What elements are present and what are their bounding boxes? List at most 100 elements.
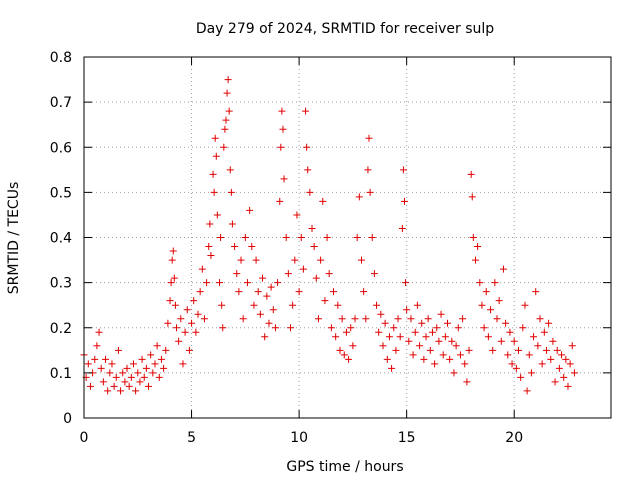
data-point	[239, 315, 247, 323]
data-point	[340, 351, 348, 359]
data-point	[166, 297, 174, 305]
data-point	[446, 355, 454, 363]
data-point	[510, 337, 518, 345]
data-point	[172, 324, 180, 332]
data-point	[418, 319, 426, 327]
data-point	[422, 333, 430, 341]
data-point	[360, 288, 368, 296]
y-tick-label: 0.6	[50, 140, 72, 156]
data-point	[319, 197, 327, 205]
data-point	[407, 315, 415, 323]
data-point	[396, 333, 404, 341]
data-point	[228, 220, 236, 228]
data-point	[411, 328, 419, 336]
data-point	[303, 143, 311, 151]
data-point	[527, 369, 535, 377]
data-point	[413, 301, 421, 309]
data-point	[377, 310, 385, 318]
data-point	[246, 206, 254, 214]
data-point	[375, 328, 383, 336]
data-point	[444, 319, 452, 327]
data-point	[134, 369, 142, 377]
data-point	[181, 328, 189, 336]
data-point	[274, 279, 282, 287]
data-point	[564, 382, 572, 390]
data-point	[405, 337, 413, 345]
data-point	[392, 346, 400, 354]
data-point	[471, 256, 479, 264]
data-point	[325, 270, 333, 278]
data-point	[284, 270, 292, 278]
data-point	[336, 346, 344, 354]
data-point	[379, 342, 387, 350]
data-point	[519, 324, 527, 332]
data-point	[362, 315, 370, 323]
data-point	[220, 143, 228, 151]
data-point	[200, 315, 208, 323]
data-point	[467, 170, 475, 178]
data-point	[121, 378, 129, 386]
data-point	[373, 301, 381, 309]
x-axis-label: GPS time / hours	[286, 459, 403, 475]
data-point	[433, 324, 441, 332]
data-point	[114, 346, 122, 354]
data-point	[441, 333, 449, 341]
data-point	[517, 373, 525, 381]
data-point	[401, 197, 409, 205]
data-point	[279, 125, 287, 133]
data-point	[330, 288, 338, 296]
data-point	[385, 333, 393, 341]
data-point	[219, 324, 227, 332]
data-point	[119, 369, 127, 377]
data-point	[463, 378, 471, 386]
data-point	[530, 333, 538, 341]
data-point	[345, 355, 353, 363]
data-point	[248, 243, 256, 251]
data-point	[286, 324, 294, 332]
data-point	[459, 315, 467, 323]
data-point	[568, 342, 576, 350]
data-point	[468, 193, 476, 201]
data-point	[465, 346, 473, 354]
data-points	[80, 76, 578, 395]
data-point	[540, 328, 548, 336]
data-point	[394, 315, 402, 323]
data-point	[560, 373, 568, 381]
y-tick-label: 0.8	[50, 50, 72, 66]
data-point	[198, 265, 206, 273]
data-point	[476, 279, 484, 287]
data-point	[132, 387, 140, 395]
x-tick-label: 15	[398, 430, 416, 446]
data-point	[299, 265, 307, 273]
data-point	[233, 270, 241, 278]
data-point	[169, 247, 177, 255]
data-point	[308, 224, 316, 232]
data-point	[278, 107, 286, 115]
data-point	[338, 315, 346, 323]
data-point	[368, 234, 376, 241]
data-point	[112, 373, 120, 381]
data-point	[280, 175, 288, 183]
data-point	[160, 364, 168, 372]
data-point	[388, 364, 396, 372]
data-point	[108, 360, 116, 368]
data-point	[321, 297, 329, 305]
data-point	[347, 324, 355, 332]
data-point	[190, 297, 198, 305]
data-point	[302, 107, 310, 115]
data-point	[353, 234, 361, 241]
data-point	[151, 360, 159, 368]
y-tick-label: 0.5	[50, 185, 72, 201]
data-point	[157, 355, 165, 363]
data-point	[218, 301, 226, 309]
data-point	[241, 234, 249, 241]
data-point	[212, 152, 220, 160]
data-point	[525, 351, 533, 359]
data-point	[259, 274, 267, 282]
data-point	[512, 364, 520, 372]
data-point	[399, 166, 407, 174]
data-point	[297, 234, 305, 241]
data-point	[117, 387, 125, 395]
data-point	[484, 333, 492, 341]
data-point	[179, 360, 187, 368]
